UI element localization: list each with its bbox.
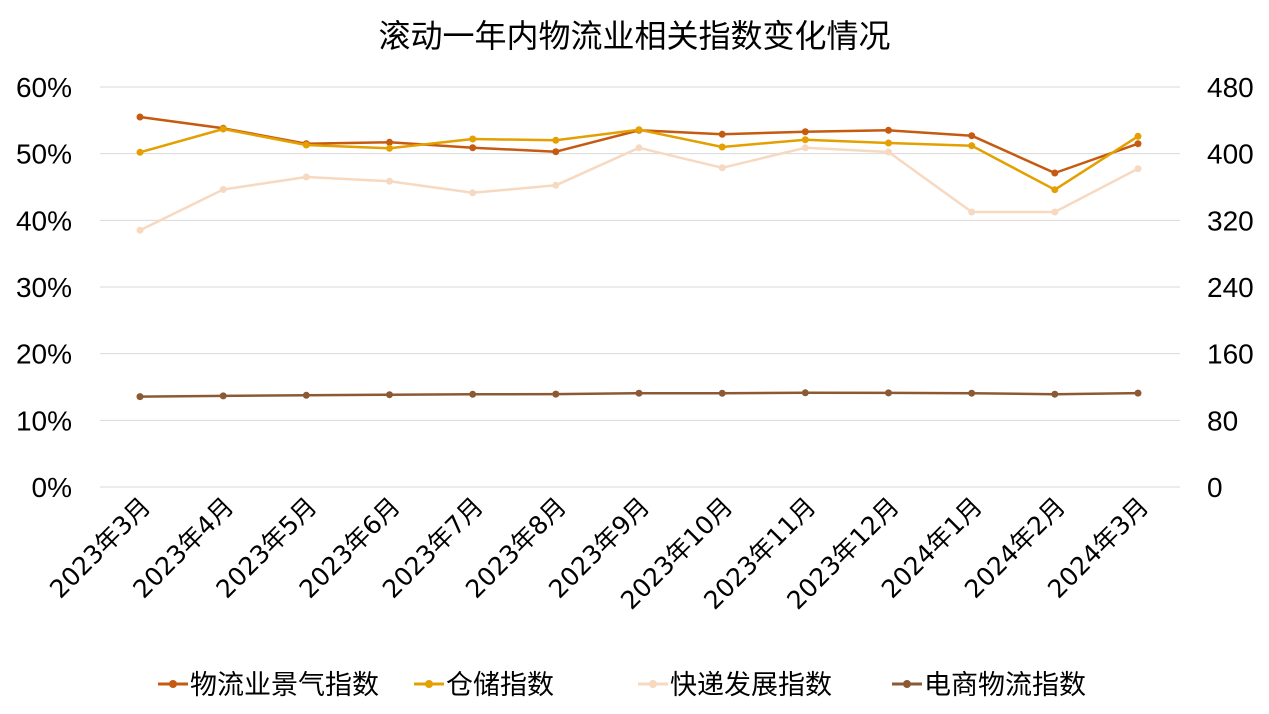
legend-swatch-marker xyxy=(649,680,657,688)
data-point xyxy=(718,143,726,151)
data-point xyxy=(552,136,560,144)
chart-title: 滚动一年内物流业相关指数变化情况 xyxy=(378,17,891,55)
y-right-tick-label: 400 xyxy=(1207,139,1254,170)
data-point xyxy=(1051,186,1059,194)
data-point xyxy=(801,128,809,136)
series-lines xyxy=(136,113,1142,401)
data-point xyxy=(552,181,560,189)
y-right-tick-label: 160 xyxy=(1207,339,1254,370)
y-left-tick-label: 10% xyxy=(16,405,72,436)
legend-item: 电商物流指数 xyxy=(892,670,1086,701)
data-point xyxy=(1051,390,1059,398)
data-point xyxy=(801,136,809,144)
y-right-tick-label: 80 xyxy=(1207,405,1238,436)
y-left-tick-label: 50% xyxy=(16,139,72,170)
data-point xyxy=(469,189,477,197)
data-point xyxy=(469,135,477,143)
legend-swatch-marker xyxy=(903,680,911,688)
data-point xyxy=(885,126,892,134)
legend-label: 仓储指数 xyxy=(446,670,554,701)
data-point xyxy=(968,132,976,140)
y-right-tick-label: 0 xyxy=(1207,472,1223,503)
data-point xyxy=(718,164,726,172)
data-point xyxy=(885,389,892,397)
data-point xyxy=(386,138,393,146)
y-left-tick-label: 20% xyxy=(16,339,72,370)
data-point xyxy=(635,389,643,397)
data-point xyxy=(801,389,809,397)
data-point xyxy=(136,148,144,156)
data-point xyxy=(302,173,310,181)
right-axis-ticks: 0 80 160 240 320 400 480 xyxy=(1207,72,1254,503)
gridlines xyxy=(100,86,1180,488)
legend-item: 快递发展指数 xyxy=(638,670,832,701)
data-point xyxy=(1134,140,1142,148)
y-right-tick-label: 240 xyxy=(1207,272,1254,303)
data-point xyxy=(635,126,643,134)
data-point xyxy=(801,144,809,152)
data-point xyxy=(968,208,976,216)
series-2 xyxy=(136,125,1142,194)
legend-swatch-marker xyxy=(169,680,177,688)
y-left-tick-label: 60% xyxy=(16,72,72,103)
data-point xyxy=(219,186,227,193)
data-point xyxy=(885,139,892,147)
data-point xyxy=(885,148,892,156)
legend: 物流业景气指数 仓储指数 快递发展指数 电商物流指数 xyxy=(158,670,1086,701)
legend-label: 快递发展指数 xyxy=(670,670,832,701)
data-point xyxy=(968,142,976,150)
legend-item: 仓储指数 xyxy=(414,670,554,701)
data-point xyxy=(386,144,393,152)
data-point xyxy=(136,113,144,121)
data-point xyxy=(469,390,477,398)
data-point xyxy=(219,392,227,400)
series-line xyxy=(139,146,1139,232)
data-point xyxy=(552,390,560,398)
data-point xyxy=(635,144,643,152)
x-axis-ticks: 2023年3月2023年4月2023年5月2023年6月2023年7月2023年… xyxy=(44,492,1154,615)
data-point xyxy=(302,391,310,399)
legend-label: 物流业景气指数 xyxy=(190,670,379,701)
y-left-tick-label: 30% xyxy=(16,272,72,303)
y-left-tick-label: 0% xyxy=(32,472,72,503)
data-point xyxy=(219,125,227,133)
data-point xyxy=(968,389,976,397)
left-axis-ticks: 0% 10% 20% 30% 40% 50% 60% xyxy=(16,72,72,503)
data-point xyxy=(1134,165,1142,173)
data-point xyxy=(302,141,310,149)
y-right-tick-label: 480 xyxy=(1207,72,1254,103)
data-point xyxy=(1051,169,1059,177)
data-point xyxy=(469,144,477,152)
y-right-tick-label: 320 xyxy=(1207,205,1254,236)
legend-item: 物流业景气指数 xyxy=(158,670,379,701)
legend-label: 电商物流指数 xyxy=(924,670,1086,701)
data-point xyxy=(386,177,393,185)
legend-swatch-marker xyxy=(425,680,433,688)
data-point xyxy=(718,389,726,397)
data-point xyxy=(718,130,726,138)
data-point xyxy=(1134,389,1142,397)
data-point xyxy=(136,226,144,234)
series-3 xyxy=(136,144,1142,234)
series-4 xyxy=(136,389,1142,401)
data-point xyxy=(386,391,393,399)
y-left-tick-label: 40% xyxy=(16,205,72,236)
data-point xyxy=(1134,132,1142,140)
data-point xyxy=(552,148,560,156)
data-point xyxy=(1051,208,1059,216)
data-point xyxy=(136,393,144,401)
